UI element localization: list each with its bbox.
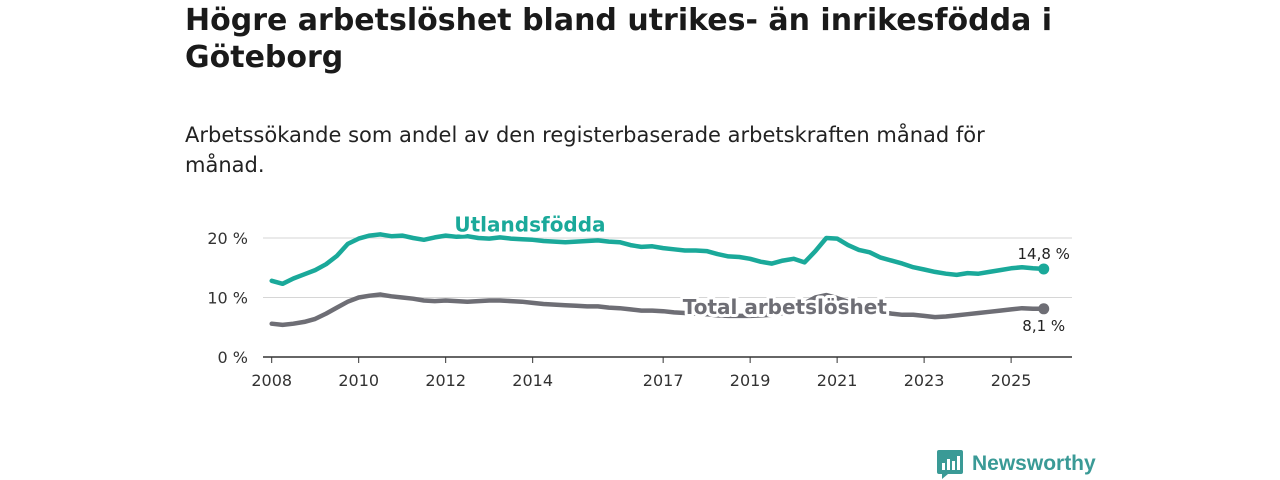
y-tick-label: 10 % [207, 289, 248, 308]
x-tick-label: 2017 [643, 371, 684, 390]
y-tick-label: 0 % [218, 348, 248, 367]
chart-subtitle: Arbetssökande som andel av den registerb… [185, 123, 985, 177]
x-tick-label: 2010 [338, 371, 379, 390]
end-value-label: 8,1 % [1022, 317, 1065, 335]
newsworthy-logo-icon [937, 450, 963, 479]
series-layer [269, 232, 1050, 328]
series-label-halo: Total arbetslöshet [683, 295, 888, 319]
series-label-halo: Utlandsfödda [454, 212, 605, 236]
series-end-point [1038, 303, 1050, 315]
axis-layer: 0 % 10 % 20 % 2008 2010 2012 2014 2017 2019 2021 2… [207, 229, 1072, 390]
end-value-label: 14,8 % [1018, 245, 1070, 263]
y-tick-label: 20 % [207, 229, 248, 248]
x-tick-label: 2008 [251, 371, 292, 390]
brand-name: Newsworthy [972, 452, 1096, 475]
series-label: Utlandsfödda [454, 212, 605, 236]
x-tick-label: 2019 [730, 371, 771, 390]
x-tick-label: 2021 [817, 371, 858, 390]
series-line-utlandsf-dda [269, 232, 1046, 287]
series-label: Total arbetslöshet [683, 295, 888, 319]
chart-title: Högre arbetslöshet bland utrikes- än inr… [185, 3, 1053, 75]
series-end-point [1038, 263, 1050, 275]
series-line-total-arbetsl-shet [269, 292, 1046, 328]
brand-logo: Newsworthy [936, 447, 1096, 480]
x-tick-label: 2014 [512, 371, 553, 390]
x-tick-label: 2023 [904, 371, 945, 390]
x-tick-label: 2012 [425, 371, 466, 390]
x-tick-label: 2025 [991, 371, 1032, 390]
